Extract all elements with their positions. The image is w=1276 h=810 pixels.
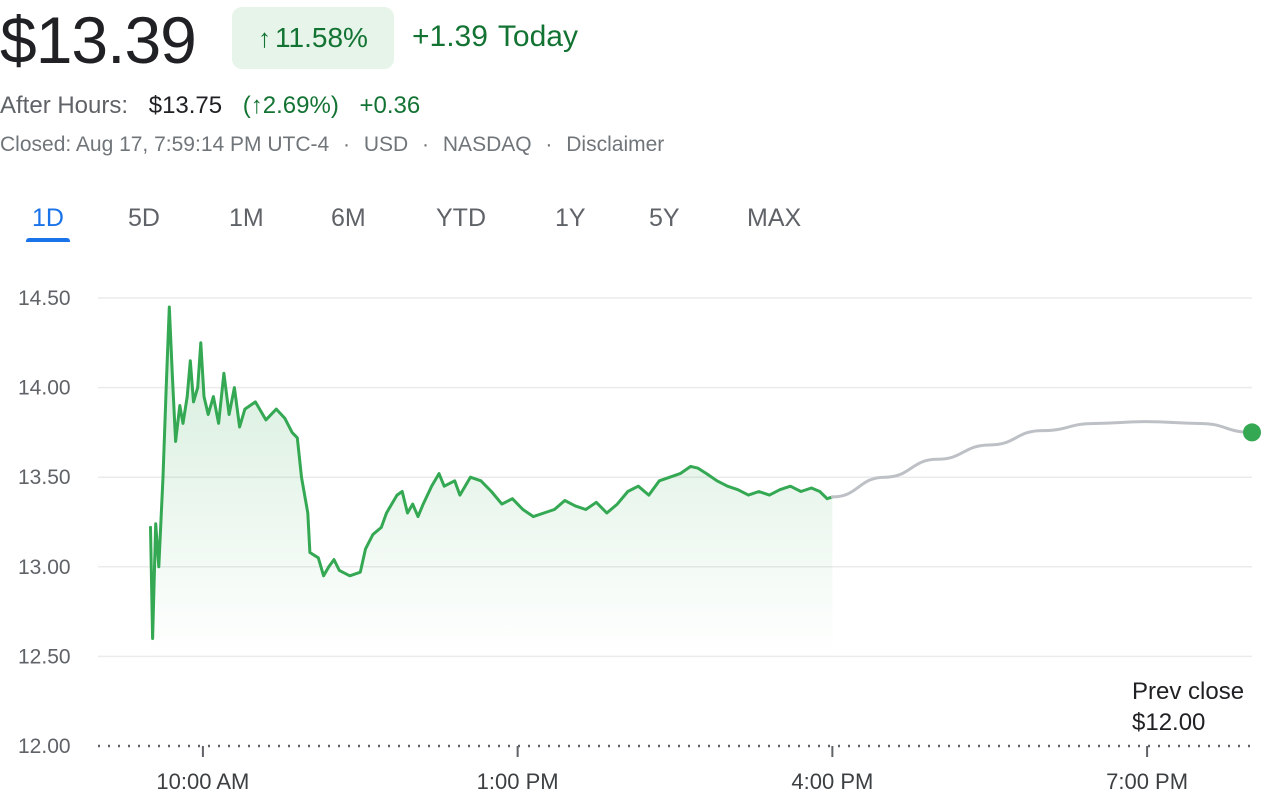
tab-1y[interactable]: 1Y — [555, 204, 586, 232]
y-tick-label: 13.00 — [18, 556, 71, 579]
closed-timestamp: Closed: Aug 17, 7:59:14 PM UTC-4 — [0, 133, 330, 156]
current-price-dot — [1243, 423, 1261, 442]
tab-max[interactable]: MAX — [747, 204, 802, 232]
after-hours-line — [830, 420, 1254, 499]
prev-close-value: $12.00 — [1132, 709, 1206, 736]
exchange: NASDAQ — [442, 133, 532, 156]
price-line — [149, 305, 834, 640]
y-tick-label: 12.00 — [18, 735, 71, 758]
x-tick-label: 10:00 AM — [156, 769, 249, 794]
after-hours-row: After Hours: $13.75 (↑2.69%) +0.36 — [0, 90, 420, 122]
x-tick-label: 1:00 PM — [477, 769, 559, 794]
tab-6m[interactable]: 6M — [331, 204, 366, 232]
price-area-fill — [150, 307, 833, 657]
market-meta: Closed: Aug 17, 7:59:14 PM UTC-4 · USD ·… — [0, 133, 664, 157]
y-tick-label: 13.50 — [18, 466, 71, 489]
y-tick-label: 14.00 — [18, 377, 71, 400]
change-today: +1.39 Today — [412, 20, 588, 54]
change-period: Today — [497, 20, 578, 53]
change-percent-badge: ↑ 11.58% — [232, 7, 394, 69]
y-tick-label: 12.50 — [18, 645, 71, 668]
after-hours-percent: (↑2.69%) — [242, 92, 339, 119]
separator: · — [545, 133, 553, 156]
after-hours-change: +0.36 — [359, 92, 421, 119]
current-price: $13.39 — [0, 3, 197, 77]
separator: · — [422, 133, 430, 156]
y-tick-label: 14.50 — [18, 287, 71, 310]
tab-1d[interactable]: 1D — [26, 196, 70, 242]
prev-close-annotation: Prev close $12.00 — [1132, 676, 1244, 738]
change-absolute: +1.39 — [412, 20, 488, 53]
x-tick-label: 4:00 PM — [791, 769, 873, 794]
after-hours-price: $13.75 — [148, 92, 223, 119]
disclaimer-link[interactable]: Disclaimer — [566, 133, 665, 156]
tab-5y[interactable]: 5Y — [649, 204, 680, 232]
arrow-up-icon: ↑ — [258, 22, 272, 53]
tab-1m[interactable]: 1M — [229, 204, 264, 232]
separator: · — [343, 133, 351, 156]
after-hours-label: After Hours: — [0, 92, 129, 119]
range-tabs: 1D 5D 1M 6M YTD 1Y 5Y MAX — [0, 196, 860, 246]
tab-ytd[interactable]: YTD — [436, 204, 486, 232]
tab-5d[interactable]: 5D — [128, 204, 160, 232]
change-percent: 11.58% — [275, 22, 368, 53]
currency: USD — [363, 133, 409, 156]
prev-close-label: Prev close — [1132, 678, 1245, 705]
x-tick-label: 7:00 PM — [1106, 769, 1188, 794]
